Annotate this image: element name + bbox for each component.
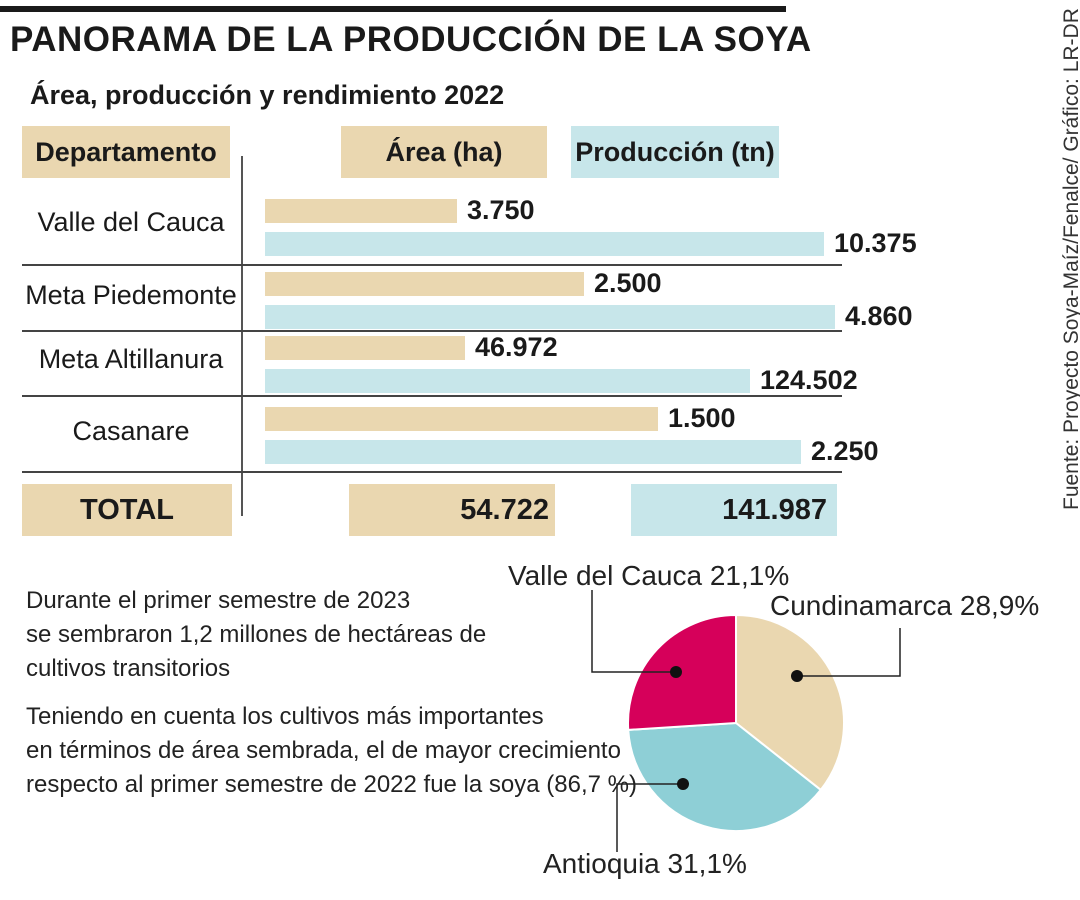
leader-line-antioquia [616, 783, 683, 852]
row-divider [22, 471, 842, 473]
paragraph-line: Durante el primer semestre de 2023 [26, 587, 411, 614]
dept-label-casanare: Casanare [72, 416, 190, 446]
pie-label-cundinamarca: Cundinamarca 28,9% [770, 590, 1040, 621]
pie-label-antioquia: Antioquia 31,1% [543, 848, 747, 879]
value-area-1: 2.500 [594, 268, 662, 298]
bar-area-1 [265, 272, 584, 296]
bar-area-0 [265, 199, 457, 223]
total-produccion: 141.987 [631, 484, 837, 536]
row-divider [22, 264, 842, 266]
value-produccion-0: 10.375 [834, 228, 917, 258]
bar-area-2 [265, 336, 465, 360]
paragraph-line: Teniendo en cuenta los cultivos más impo… [26, 703, 544, 730]
paragraph-line: se sembraron 1,2 millones de hectáreas d… [26, 621, 487, 648]
row-divider [22, 395, 842, 397]
table-divider-vertical [241, 156, 243, 516]
header-produccion: Producción (tn) [571, 126, 779, 178]
header-area: Área (ha) [341, 126, 547, 178]
dept-label-meta-piedemonte: Meta Piedemonte [25, 280, 237, 310]
pie-slice-antioquia [627, 721, 823, 832]
leader-line-valle [591, 590, 676, 673]
paragraph-semestre: Durante el primer semestre de 2023 se se… [26, 584, 486, 686]
top-rule [0, 6, 786, 12]
dept-label-meta-altillanura: Meta Altillanura [38, 344, 224, 374]
bar-produccion-0 [265, 232, 824, 256]
paragraph-line: cultivos transitorios [26, 655, 231, 682]
pie-dot-cundinamarca [791, 670, 803, 682]
value-area-2: 46.972 [475, 332, 558, 362]
page-title: PANORAMA DE LA PRODUCCIÓN DE LA SOYA [10, 20, 812, 59]
value-area-0: 3.750 [467, 195, 535, 225]
bar-produccion-2 [265, 369, 750, 393]
row-divider [22, 330, 842, 332]
value-produccion-3: 2.250 [811, 436, 879, 466]
pie-label-valle: Valle del Cauca 21,1% [508, 560, 790, 591]
value-produccion-1: 4.860 [845, 301, 913, 331]
pie-slice-valle-del-cauca [627, 613, 737, 731]
total-label: TOTAL [22, 484, 232, 536]
paragraph-crecimiento: Teniendo en cuenta los cultivos más impo… [26, 700, 637, 802]
paragraph-line: respecto al primer semestre de 2022 fue … [26, 771, 637, 798]
paragraph-line: en términos de área sembrada, el de mayo… [26, 737, 621, 764]
pie-dot-antioquia [677, 778, 689, 790]
header-departamento: Departamento [22, 126, 230, 178]
value-produccion-2: 124.502 [760, 365, 858, 395]
total-area: 54.722 [349, 484, 555, 536]
pie-dot-valle [670, 666, 682, 678]
bar-produccion-1 [265, 305, 835, 329]
leader-line-cundinamarca [797, 628, 901, 677]
dept-label-valle: Valle del Cauca [37, 207, 225, 237]
value-area-3: 1.500 [668, 403, 736, 433]
bar-produccion-3 [265, 440, 801, 464]
chart-subtitle: Área, producción y rendimiento 2022 [30, 80, 505, 110]
bar-area-3 [265, 407, 658, 431]
